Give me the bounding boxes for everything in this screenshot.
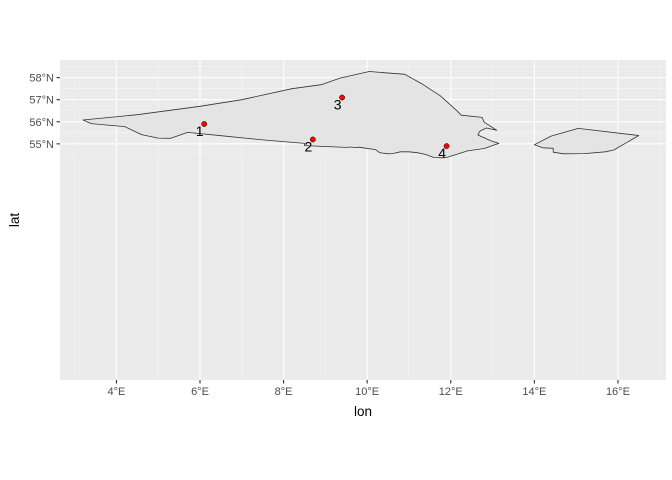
x-axis: 4°E 6°E 8°E 10°E 12°E 14°E 16°E (107, 380, 630, 398)
map-point-label-1: 1 (196, 123, 204, 139)
land-polygons (82, 71, 640, 159)
y-tick-label: 55°N (29, 139, 54, 151)
map-point-3 (339, 94, 345, 101)
map-point-labels: 1 2 3 4 (196, 97, 446, 162)
map-point-label-4: 4 (438, 145, 446, 161)
land-polygon-2 (534, 127, 640, 155)
map-point-4 (443, 143, 450, 149)
y-axis: 55°N 56°N 57°N 58°N (29, 73, 60, 151)
x-tick-label: 14°E (522, 386, 546, 398)
y-tick-label: 56°N (29, 117, 54, 129)
x-tick-label: 10°E (355, 386, 379, 398)
x-tick-label: 4°E (107, 386, 125, 398)
y-tick-label: 58°N (29, 73, 54, 85)
map-point-label-3: 3 (334, 97, 342, 113)
x-tick-label: 6°E (191, 386, 209, 398)
x-axis-title: lon (354, 404, 372, 419)
map-points (201, 94, 450, 149)
map-point-label-2: 2 (304, 138, 312, 154)
y-tick-label: 57°N (29, 95, 54, 107)
x-tick-label: 12°E (439, 386, 463, 398)
map-point-1 (201, 121, 208, 127)
x-tick-label: 16°E (606, 386, 630, 398)
map-point-2 (309, 136, 316, 143)
y-axis-title: lat (7, 213, 22, 228)
land-polygon-1 (82, 71, 500, 159)
x-tick-label: 8°E (275, 386, 293, 398)
